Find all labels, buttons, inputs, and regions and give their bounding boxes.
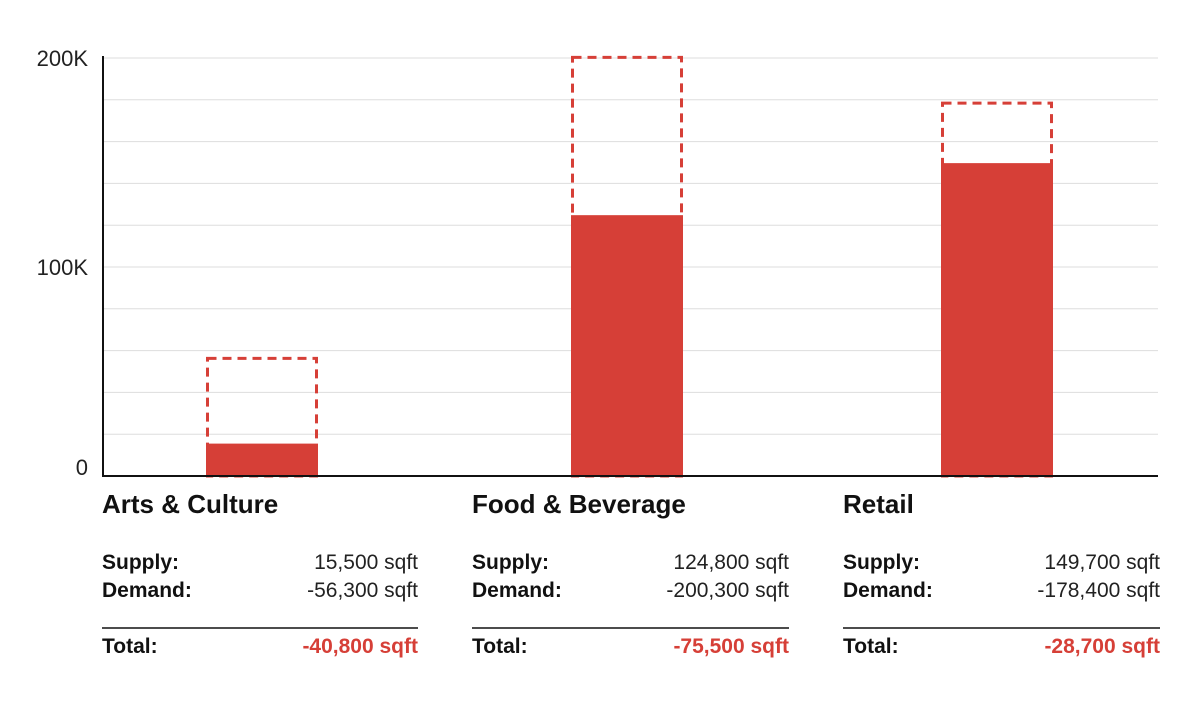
y-tick-label: 200K xyxy=(37,46,89,71)
supply-bar-0 xyxy=(206,443,318,476)
supply-label: Supply: xyxy=(472,551,549,574)
demand-label: Demand: xyxy=(843,579,933,602)
total-label: Total: xyxy=(843,635,899,658)
total-value: -75,500 sqft xyxy=(673,635,789,658)
y-tick-label: 0 xyxy=(76,455,88,480)
y-tick-label: 100K xyxy=(37,255,89,280)
category-title: Retail xyxy=(843,489,914,519)
supply-bar-1 xyxy=(571,215,683,476)
category-title: Arts & Culture xyxy=(102,489,278,519)
supply-bar-2 xyxy=(941,163,1053,476)
demand-bar-0 xyxy=(206,356,318,478)
total-label: Total: xyxy=(102,635,158,658)
demand-label: Demand: xyxy=(472,579,562,602)
category-details: Arts & Culture Supply: 15,500 sqft Demand: -… xyxy=(102,489,1160,658)
supply-value: 124,800 sqft xyxy=(673,551,789,574)
category-title: Food & Beverage xyxy=(472,489,686,519)
supply-value: 15,500 sqft xyxy=(314,551,418,574)
demand-value: -200,300 sqft xyxy=(666,579,789,602)
demand-value: -56,300 sqft xyxy=(307,579,418,602)
total-value: -28,700 sqft xyxy=(1044,635,1160,658)
bars xyxy=(206,55,1053,478)
total-value: -40,800 sqft xyxy=(302,635,418,658)
supply-label: Supply: xyxy=(843,551,920,574)
total-label: Total: xyxy=(472,635,528,658)
y-axis-ticks: 0 100K 200K xyxy=(37,46,89,480)
demand-label: Demand: xyxy=(102,579,192,602)
axes xyxy=(102,56,1158,477)
supply-value: 149,700 sqft xyxy=(1044,551,1160,574)
supply-label: Supply: xyxy=(102,551,179,574)
demand-value: -178,400 sqft xyxy=(1037,579,1160,602)
